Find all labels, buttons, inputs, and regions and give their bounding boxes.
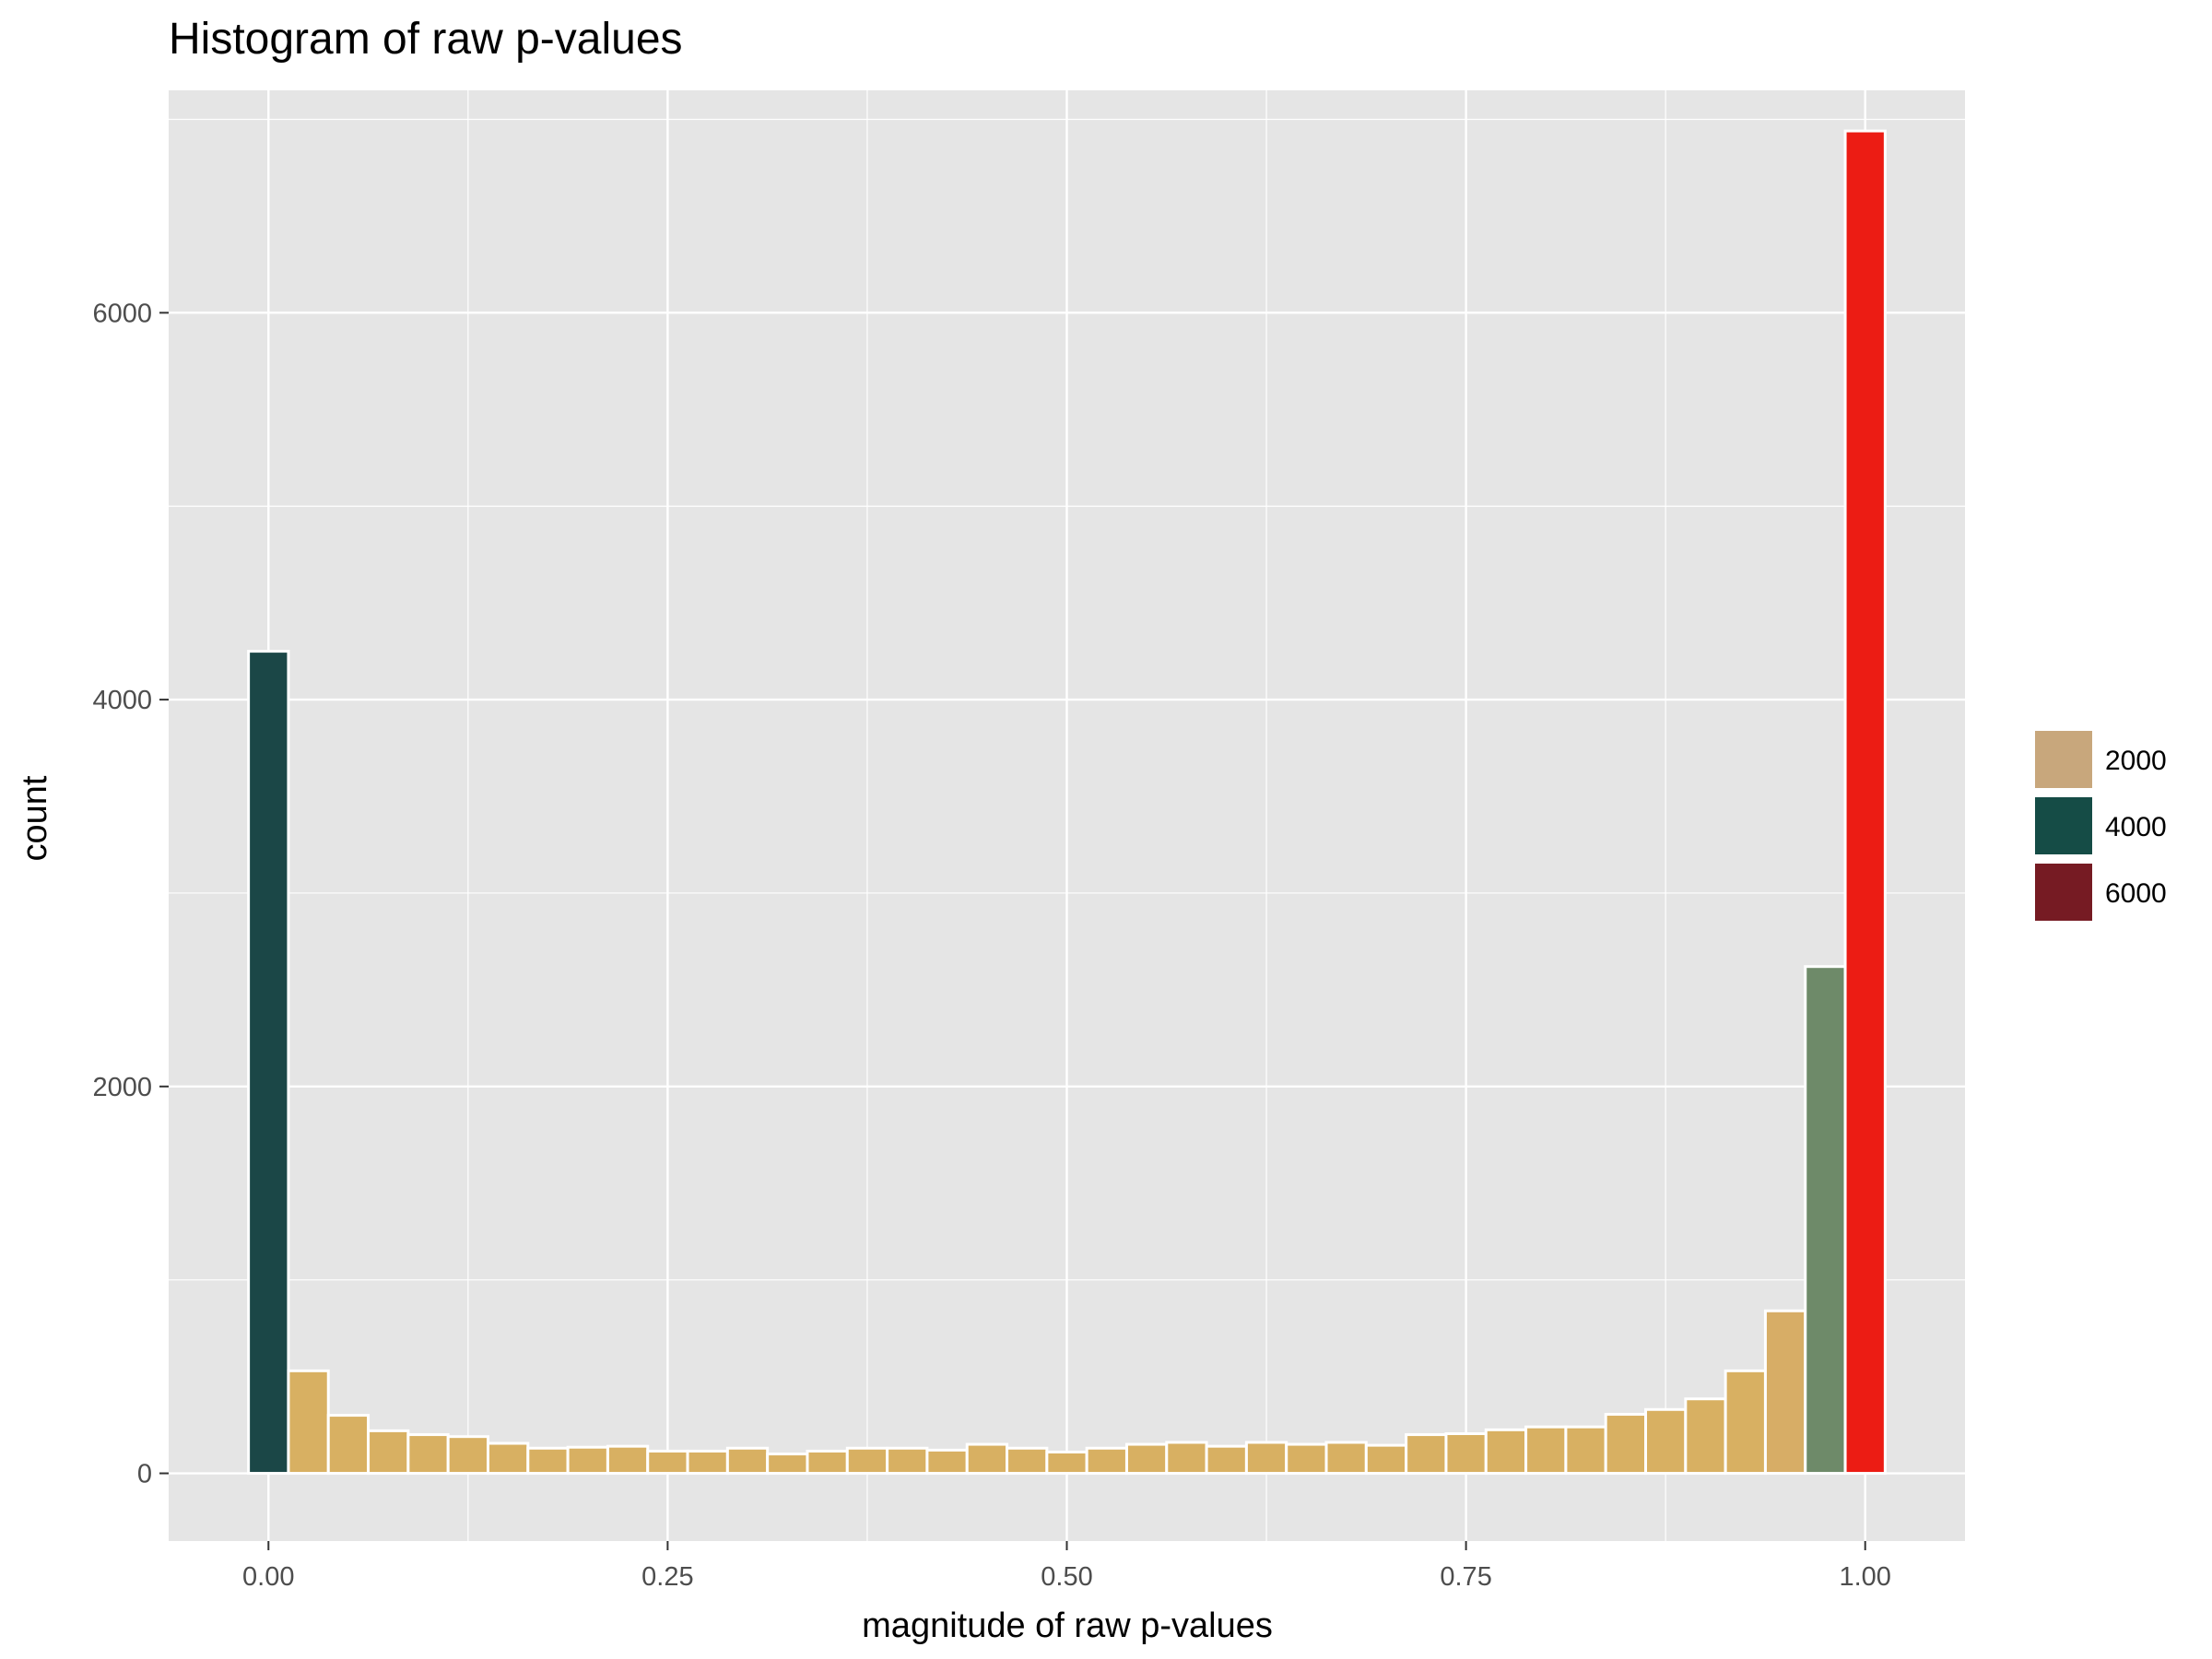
histogram-bar [1604,1413,1648,1476]
histogram-bar [1124,1442,1169,1476]
histogram-bar [1045,1450,1088,1476]
histogram-bar [806,1449,849,1476]
histogram-bar [1484,1428,1528,1476]
x-tick-label: 0.50 [1041,1562,1092,1592]
histogram-bar [287,1369,330,1476]
histogram-bar [1564,1425,1607,1476]
histogram-bar [1165,1441,1208,1476]
legend-key-6000 [2035,864,2092,921]
x-axis: 0.00 0.25 0.50 0.75 1.00 [242,1541,1891,1592]
histogram-bar [845,1446,889,1476]
x-tick-label: 0.00 [242,1562,294,1592]
y-axis: 0 2000 4000 6000 [92,299,169,1489]
histogram-bars [247,129,1887,1476]
histogram-bar [1724,1369,1767,1476]
y-tick-label: 2000 [92,1073,152,1102]
histogram-bar [1684,1397,1727,1476]
histogram-bar [1444,1432,1488,1476]
x-tick-label: 0.25 [641,1562,693,1592]
legend-label: 4000 [2105,812,2167,842]
legend-label: 2000 [2105,746,2167,776]
histogram-bar [247,650,290,1476]
histogram-bar [686,1449,729,1476]
histogram-bar [1324,1441,1368,1476]
y-tick-label: 0 [137,1460,152,1489]
histogram-bar [646,1449,689,1476]
histogram-bar [406,1433,450,1476]
y-tick-label: 4000 [92,686,152,715]
histogram-bar [1085,1446,1128,1476]
histogram-bar [326,1414,371,1476]
histogram-bar [1763,1309,1807,1476]
histogram-bar [526,1446,570,1476]
histogram-bar [1244,1441,1288,1476]
legend-key-2000 [2035,731,2092,788]
histogram-bar [1405,1433,1448,1476]
x-tick-label: 1.00 [1839,1562,1890,1592]
histogram-bar [1843,129,1887,1476]
legend-key-4000 [2035,797,2092,854]
histogram-bar [566,1445,609,1476]
histogram-bar [965,1442,1009,1476]
legend: 2000 4000 6000 [2035,731,2167,921]
histogram-bar [1804,965,1847,1476]
histogram-bar [725,1446,770,1476]
histogram-bar [1364,1443,1408,1476]
histogram-bar [606,1444,650,1476]
x-axis-label: magnitude of raw p-values [862,1606,1273,1645]
chart-title: Histogram of raw p-values [169,15,683,64]
x-tick-label: 0.75 [1440,1562,1491,1592]
y-tick-label: 6000 [92,299,152,328]
histogram-bar [925,1448,969,1476]
legend-label: 6000 [2105,878,2167,909]
histogram-bar [1205,1444,1248,1476]
histogram-bar [1644,1407,1688,1476]
histogram-bar [886,1446,929,1476]
histogram-bar [1006,1446,1049,1476]
histogram-bar [766,1453,809,1476]
histogram-bar [1285,1442,1328,1476]
histogram-bar [486,1441,530,1476]
histogram-bar [1524,1425,1568,1476]
y-axis-label: count [16,775,54,861]
histogram-bar [446,1435,489,1476]
histogram-bar [367,1429,410,1476]
